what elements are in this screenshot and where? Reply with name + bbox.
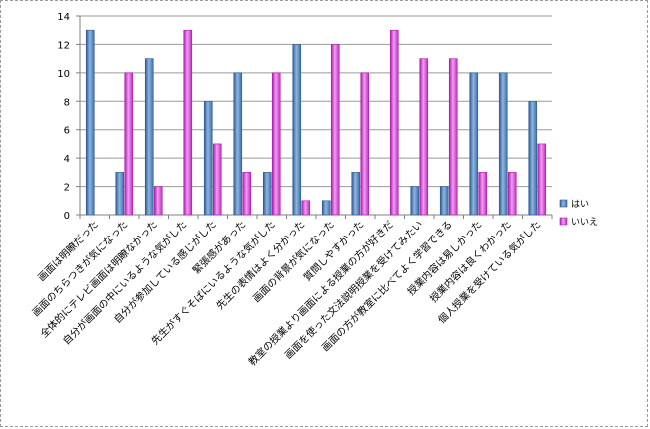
y-tick-label: 14 (57, 12, 70, 23)
bar-hai (498, 72, 508, 216)
bar-iie (242, 172, 252, 216)
y-tick-label: 6 (64, 126, 70, 137)
legend-swatch-iie (559, 217, 568, 226)
bar-hai (528, 100, 538, 216)
bar-hai (469, 72, 479, 216)
bar-hai (115, 172, 125, 216)
bar-iie (330, 44, 340, 216)
bar-iie (212, 143, 222, 216)
y-tick-label: 10 (57, 69, 70, 80)
bar-iie (124, 72, 134, 216)
bar-iie (360, 72, 370, 216)
category-label: 全体的にテレビ画面は明瞭なかった (38, 218, 160, 340)
legend-label-iie: いいえ (571, 217, 598, 228)
y-tick-label: 4 (64, 154, 70, 165)
bar-iie (419, 58, 429, 216)
bar-iie (537, 143, 547, 216)
bar-iie (271, 72, 281, 216)
bar-hai (410, 186, 420, 216)
y-tick-label: 0 (64, 211, 70, 222)
y-tick-label: 2 (64, 183, 70, 194)
category-labels: 画面は明瞭だった画面のちらつきが気になった全体的にテレビ画面は明瞭なかった自分が… (29, 218, 543, 368)
bar-hai (321, 200, 331, 216)
bar-hai (233, 72, 243, 216)
bar-iie (301, 200, 311, 216)
bar-hai (144, 58, 154, 216)
legend-swatch-hai (559, 199, 568, 208)
bar-hai (292, 44, 302, 216)
bar-iie (153, 186, 163, 216)
bar-hai (439, 186, 449, 216)
bar-hai (203, 100, 213, 216)
bar-hai (85, 29, 95, 216)
y-tick-label: 8 (64, 97, 70, 108)
bar-hai (262, 172, 272, 216)
bar-iie (389, 29, 399, 216)
bars (85, 29, 547, 216)
bar-iie (448, 58, 458, 216)
y-tick-label: 12 (57, 40, 70, 51)
bar-hai (351, 172, 361, 216)
bar-iie (478, 172, 488, 216)
category-label: 個人授業を受けている気がした (435, 218, 543, 326)
bar-iie (183, 29, 193, 216)
legend-label-hai: はい (571, 199, 589, 210)
bar-iie (507, 172, 517, 216)
